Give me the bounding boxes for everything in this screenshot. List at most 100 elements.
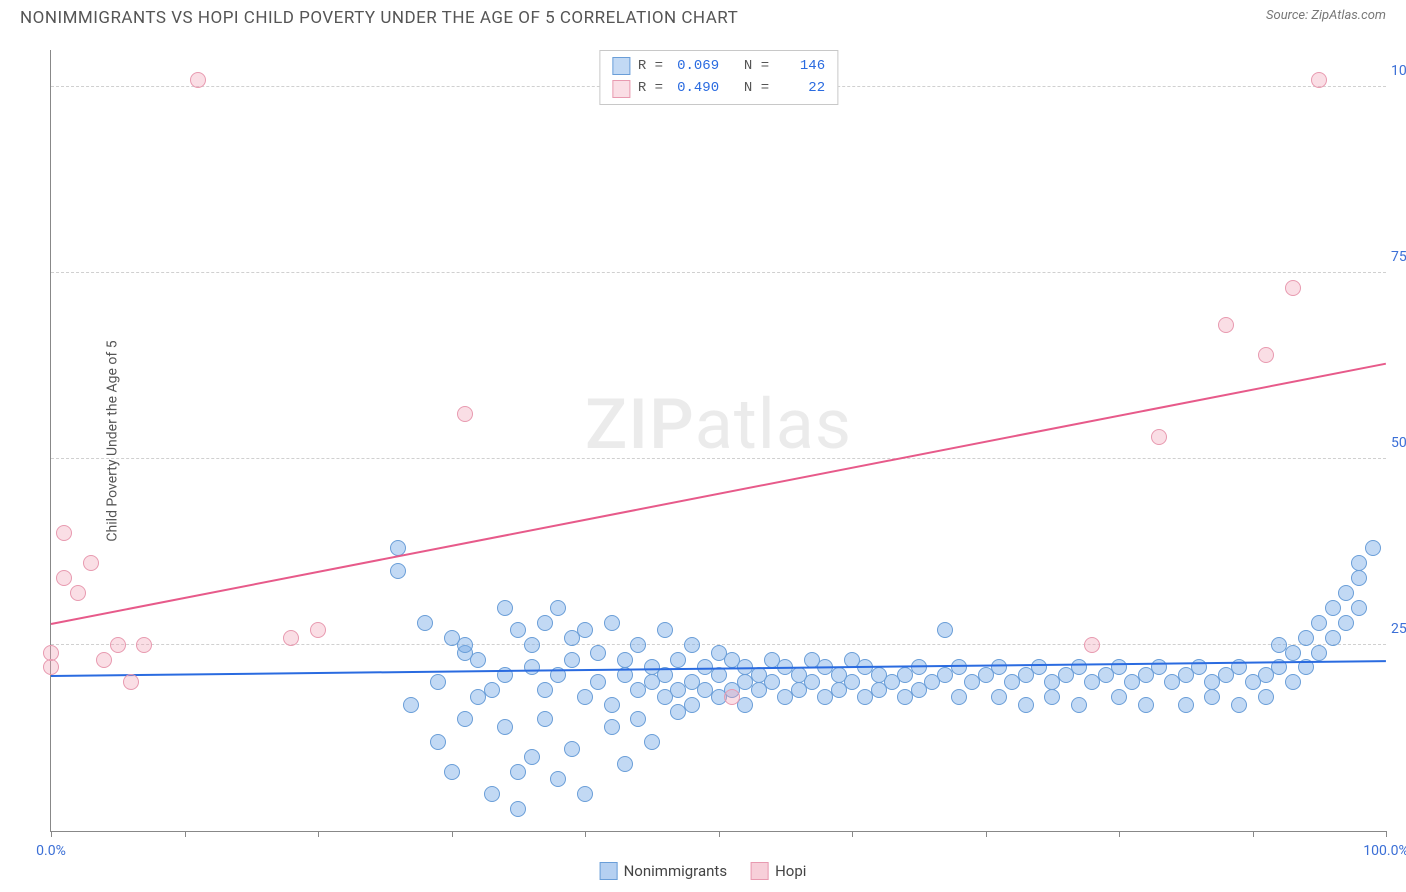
data-point bbox=[1311, 72, 1327, 88]
data-point bbox=[577, 689, 593, 705]
data-point bbox=[56, 570, 72, 586]
stat-label-r: R = bbox=[638, 55, 663, 77]
data-point bbox=[1111, 689, 1127, 705]
data-point bbox=[110, 637, 126, 653]
data-point bbox=[1351, 600, 1367, 616]
data-point bbox=[83, 555, 99, 571]
data-point bbox=[537, 615, 553, 631]
chart-container: Child Poverty Under the Age of 5 ZIPatla… bbox=[50, 50, 1386, 832]
xtick-label: 0.0% bbox=[36, 843, 66, 859]
legend-label: Nonimmigrants bbox=[624, 862, 727, 880]
data-point bbox=[537, 682, 553, 698]
stat-value-r: 0.069 bbox=[671, 55, 719, 77]
legend-label: Hopi bbox=[775, 862, 806, 880]
legend-swatch bbox=[612, 57, 630, 75]
plot-area: ZIPatlas R = 0.069 N = 146R = 0.490 N = … bbox=[50, 50, 1386, 832]
data-point bbox=[617, 756, 633, 772]
data-point bbox=[1285, 645, 1301, 661]
xtick bbox=[452, 831, 453, 837]
data-point bbox=[1325, 630, 1341, 646]
data-point bbox=[1151, 429, 1167, 445]
data-point bbox=[991, 659, 1007, 675]
ytick-label: 50.0% bbox=[1391, 435, 1406, 451]
data-point bbox=[604, 697, 620, 713]
ytick-label: 25.0% bbox=[1391, 621, 1406, 637]
data-point bbox=[1031, 659, 1047, 675]
data-point bbox=[497, 600, 513, 616]
data-point bbox=[1325, 600, 1341, 616]
data-point bbox=[1351, 555, 1367, 571]
watermark-light: atlas bbox=[695, 384, 852, 466]
data-point bbox=[470, 652, 486, 668]
legend-swatch bbox=[600, 862, 618, 880]
legend-stats: R = 0.069 N = 146R = 0.490 N = 22 bbox=[599, 50, 838, 105]
data-point bbox=[430, 674, 446, 690]
legend-stat-row: R = 0.069 N = 146 bbox=[612, 55, 825, 77]
stat-value-r: 0.490 bbox=[671, 77, 719, 99]
stat-label-n: N = bbox=[727, 77, 769, 99]
data-point bbox=[617, 652, 633, 668]
ytick-label: 100.0% bbox=[1391, 63, 1406, 79]
data-point bbox=[630, 711, 646, 727]
data-point bbox=[550, 771, 566, 787]
data-point bbox=[564, 652, 580, 668]
data-point bbox=[951, 659, 967, 675]
data-point bbox=[590, 674, 606, 690]
data-point bbox=[524, 749, 540, 765]
data-point bbox=[417, 615, 433, 631]
data-point bbox=[604, 615, 620, 631]
data-point bbox=[564, 741, 580, 757]
data-point bbox=[190, 72, 206, 88]
data-point bbox=[1285, 674, 1301, 690]
data-point bbox=[1138, 697, 1154, 713]
data-point bbox=[457, 406, 473, 422]
xtick bbox=[719, 831, 720, 837]
data-point bbox=[430, 734, 446, 750]
data-point bbox=[644, 734, 660, 750]
chart-source: Source: ZipAtlas.com bbox=[1266, 8, 1386, 23]
chart-header: NONIMMIGRANTS VS HOPI CHILD POVERTY UNDE… bbox=[0, 0, 1406, 32]
xtick bbox=[1386, 831, 1387, 837]
xtick bbox=[51, 831, 52, 837]
gridline bbox=[51, 458, 1386, 459]
watermark-bold: ZIP bbox=[585, 384, 695, 466]
data-point bbox=[1231, 697, 1247, 713]
data-point bbox=[1044, 689, 1060, 705]
data-point bbox=[1178, 697, 1194, 713]
data-point bbox=[1311, 615, 1327, 631]
data-point bbox=[1111, 659, 1127, 675]
data-point bbox=[657, 622, 673, 638]
data-point bbox=[457, 711, 473, 727]
xtick bbox=[852, 831, 853, 837]
data-point bbox=[1218, 317, 1234, 333]
data-point bbox=[283, 630, 299, 646]
data-point bbox=[510, 764, 526, 780]
xtick bbox=[1253, 831, 1254, 837]
data-point bbox=[550, 600, 566, 616]
data-point bbox=[991, 689, 1007, 705]
data-point bbox=[1338, 615, 1354, 631]
data-point bbox=[497, 719, 513, 735]
legend-bottom: Nonimmigrants Hopi bbox=[600, 862, 807, 880]
data-point bbox=[1018, 697, 1034, 713]
data-point bbox=[764, 674, 780, 690]
watermark: ZIPatlas bbox=[585, 384, 852, 466]
data-point bbox=[684, 697, 700, 713]
data-point bbox=[844, 674, 860, 690]
data-point bbox=[444, 764, 460, 780]
data-point bbox=[457, 637, 473, 653]
data-point bbox=[724, 689, 740, 705]
xtick bbox=[986, 831, 987, 837]
legend-item: Nonimmigrants bbox=[600, 862, 727, 880]
data-point bbox=[590, 645, 606, 661]
data-point bbox=[804, 674, 820, 690]
data-point bbox=[1071, 659, 1087, 675]
data-point bbox=[604, 719, 620, 735]
ytick-label: 75.0% bbox=[1391, 249, 1406, 265]
gridline bbox=[51, 272, 1386, 273]
data-point bbox=[484, 682, 500, 698]
data-point bbox=[510, 801, 526, 817]
data-point bbox=[537, 711, 553, 727]
data-point bbox=[390, 563, 406, 579]
data-point bbox=[577, 622, 593, 638]
